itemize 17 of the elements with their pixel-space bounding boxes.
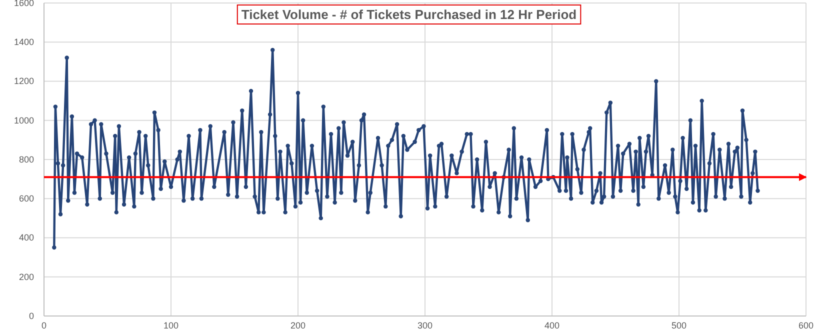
x-tick-label: 600 — [798, 320, 814, 330]
y-tick-label: 400 — [18, 232, 34, 243]
x-tick-label: 400 — [544, 320, 560, 330]
chart-title: Ticket Volume - # of Tickets Purchased in 12 Hr Period — [241, 7, 577, 22]
y-tick-label: 600 — [18, 194, 34, 204]
y-tick-label: 1000 — [14, 115, 34, 126]
y-tick-label: 800 — [18, 154, 34, 164]
y-tick-label: 1400 — [14, 37, 34, 48]
x-tick-label: 300 — [417, 320, 433, 330]
y-tick-label: 0 — [28, 310, 34, 321]
x-tick-label: 100 — [163, 320, 179, 330]
y-tick-label: 1200 — [14, 76, 34, 86]
x-tick-label: 200 — [290, 320, 306, 330]
y-tick-label: 200 — [18, 272, 34, 282]
y-tick-label: 1600 — [14, 0, 34, 8]
x-tick-label: 500 — [671, 320, 687, 330]
x-tick-label: 0 — [41, 320, 47, 330]
